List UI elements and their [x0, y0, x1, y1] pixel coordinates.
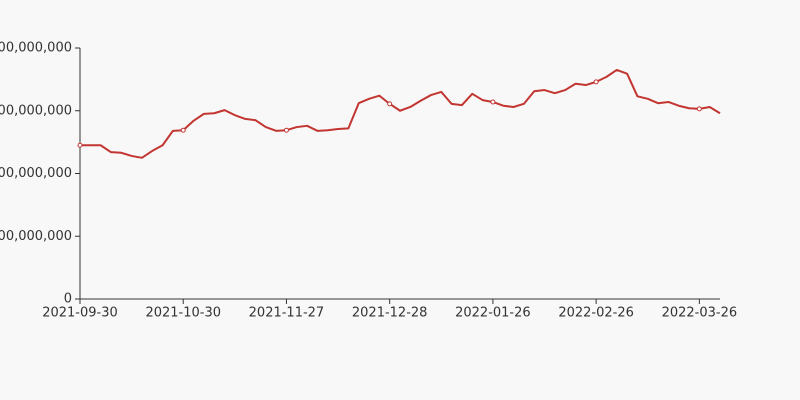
point	[180, 127, 186, 133]
y-tick-label: 100,000,000	[0, 229, 72, 244]
y-tick-label: 400,000,000	[0, 41, 72, 56]
point	[77, 142, 83, 148]
y-tick-label: 0	[64, 292, 72, 307]
point	[387, 101, 393, 107]
y-tick-label: 200,000,000	[0, 166, 72, 181]
point	[696, 106, 702, 112]
x-tick-label: 2021-10-30	[145, 306, 221, 321]
x-tick-label: 2022-01-26	[455, 306, 531, 321]
x-tick-label: 2021-12-28	[352, 306, 428, 321]
point	[283, 127, 289, 133]
point	[490, 99, 496, 105]
x-tick-label: 2021-09-30	[42, 306, 118, 321]
x-tick-label: 2022-03-26	[662, 306, 738, 321]
x-tick-label: 2022-02-26	[558, 306, 634, 321]
y-tick-label: 300,000,000	[0, 103, 72, 118]
point	[593, 79, 599, 85]
line	[80, 68, 721, 159]
x-tick-label: 2021-11-27	[249, 306, 325, 321]
